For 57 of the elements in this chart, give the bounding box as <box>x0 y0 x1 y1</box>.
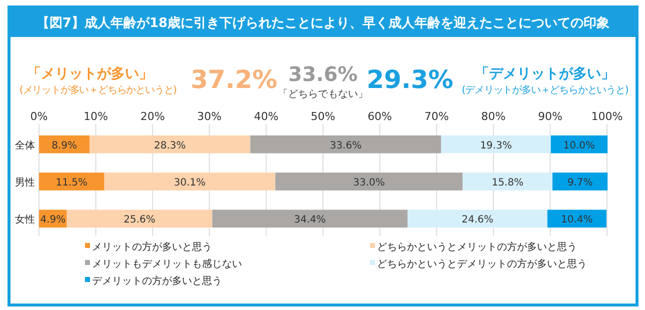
x-tick-label: 80% <box>481 110 506 123</box>
bar <box>408 210 548 228</box>
x-tick-label: 50% <box>310 110 336 123</box>
y-tick-label: 女性 <box>15 214 35 226</box>
data-label: 10.0% <box>563 140 596 152</box>
data-label: 4.9% <box>40 214 66 226</box>
x-tick-label: 90% <box>538 110 562 123</box>
x-tick-label: 30% <box>197 110 222 123</box>
bar <box>39 135 90 154</box>
data-label: 10.4% <box>561 214 593 226</box>
bar <box>550 135 608 154</box>
bar <box>552 172 608 190</box>
data-label: 33.6% <box>330 140 362 152</box>
text: 「どちらでもない」 <box>278 88 368 100</box>
bar <box>462 172 552 190</box>
data-label: 34.4% <box>294 214 326 226</box>
data-label: 24.6% <box>462 214 494 226</box>
text: 「デメリットが多い」 <box>475 66 615 82</box>
legend-label: デメリットの方が多いと思う <box>92 275 222 287</box>
y-tick-label: 全体 <box>15 139 35 152</box>
x-tick-label: 10% <box>84 110 108 123</box>
bar <box>441 135 551 154</box>
legend-label: どちらかというとメリットの方が多いと思う <box>377 241 577 253</box>
x-tick-label: 60% <box>368 110 392 123</box>
bar <box>66 210 212 228</box>
x-tick-label: 40% <box>254 110 278 123</box>
legend-label: メリットもデメリットも感じない <box>92 258 242 270</box>
x-tick-label: 70% <box>424 110 449 123</box>
bar <box>39 172 104 190</box>
data-label: 28.3% <box>154 140 186 152</box>
text: (デメリットが多い＋どちらかというと) <box>462 84 629 96</box>
text: 29.3% <box>366 65 454 94</box>
bar <box>547 210 606 228</box>
x-tick-label: 0% <box>30 110 48 123</box>
text: (メリットが多い＋どちらかというと) <box>19 84 178 96</box>
data-label: 25.6% <box>124 214 156 226</box>
bar <box>90 135 250 154</box>
data-label: 19.3% <box>480 140 512 152</box>
bar <box>212 210 408 228</box>
legend-label: どちらかというとデメリットの方が多いと思う <box>377 258 587 270</box>
x-tick-label: 100% <box>591 110 623 123</box>
bar <box>104 172 276 190</box>
text: 「メリットが多い」 <box>27 66 153 82</box>
legend-label: メリットの方が多いと思う <box>92 241 212 253</box>
text: 37.2% <box>190 65 278 94</box>
data-label: 30.1% <box>174 178 206 188</box>
data-label: 33.0% <box>353 178 385 188</box>
y-tick-label: 男性 <box>15 176 35 188</box>
bar <box>250 135 442 154</box>
bar <box>275 172 463 190</box>
chart-title: 【図7】成人年齢が18歳に引き下げられたことにより、早く成人年齢を迎えたことについての印象 <box>36 15 610 31</box>
data-label: 9.7% <box>567 178 593 188</box>
data-label: 11.5% <box>56 178 88 188</box>
x-tick-label: 20% <box>140 110 165 123</box>
data-label: 8.9% <box>52 140 77 152</box>
data-label: 15.8% <box>492 178 524 188</box>
text: 33.6% <box>288 62 358 86</box>
